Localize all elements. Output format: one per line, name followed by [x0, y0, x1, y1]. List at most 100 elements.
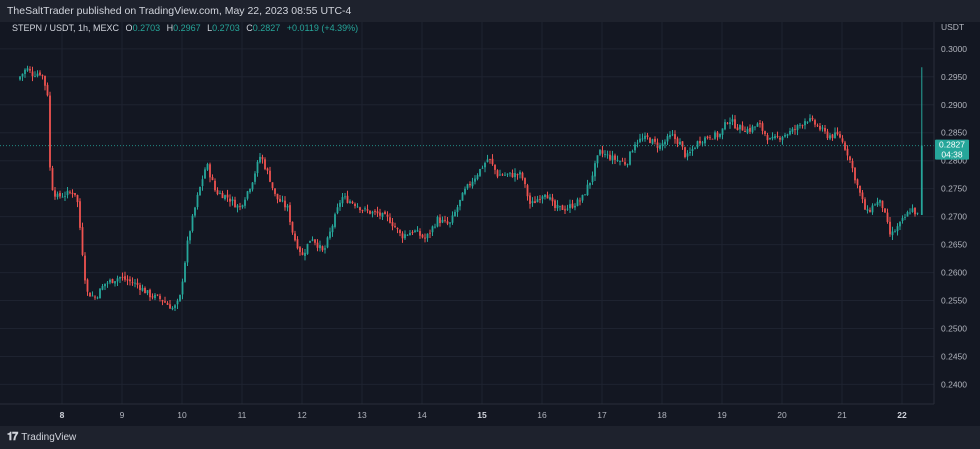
currency-label: USDT — [941, 22, 964, 32]
candle-body — [889, 221, 891, 235]
candle-body — [651, 139, 654, 144]
candle-body — [319, 245, 321, 249]
candle-body — [364, 208, 366, 210]
candle-body — [254, 173, 256, 182]
candle-body — [221, 193, 224, 199]
candle-body — [301, 252, 304, 255]
candle-body — [89, 292, 91, 297]
candle-body — [416, 230, 419, 232]
time-axis-panel[interactable] — [0, 404, 934, 426]
high-label: H — [167, 23, 174, 33]
candle-body — [869, 209, 871, 212]
candle-body — [279, 198, 281, 202]
candle-body — [399, 230, 401, 233]
candle-body — [144, 287, 146, 294]
candle-body — [389, 217, 391, 223]
candle-body — [786, 134, 789, 136]
candle-body — [724, 122, 726, 130]
candle-body — [441, 219, 444, 223]
candle-body — [701, 142, 704, 144]
candle-body — [291, 221, 294, 233]
candle-body — [489, 159, 491, 160]
candle-body — [561, 205, 564, 210]
symbol-legend: STEPN / USDT, 1h, MEXC O0.2703 H0.2967 L… — [12, 23, 358, 33]
candle-body — [456, 207, 459, 213]
candle-body — [381, 212, 384, 217]
candle-body — [516, 174, 519, 176]
candle-body — [66, 190, 69, 196]
candle-body — [81, 227, 84, 255]
price-tick-label: 0.2650 — [941, 240, 967, 250]
candle-body — [819, 125, 821, 130]
candle-body — [676, 138, 679, 144]
candle-body — [809, 118, 811, 122]
candle-body — [744, 131, 746, 133]
chart-grid — [0, 22, 934, 404]
price-tick-label: 0.2400 — [941, 379, 967, 389]
candle-body — [641, 138, 644, 140]
price-axis-panel[interactable] — [934, 22, 980, 426]
candle-body — [666, 136, 669, 142]
candle-body — [269, 170, 271, 182]
candle-body — [156, 294, 159, 296]
candle-body — [594, 163, 596, 177]
candle-body — [876, 201, 879, 206]
candle-body — [366, 209, 369, 211]
tradingview-brand[interactable]: 𝟏𝟕 TradingView — [7, 431, 76, 444]
candle-body — [316, 242, 319, 248]
candle-body — [321, 246, 324, 251]
candle-body — [856, 179, 859, 186]
candle-body — [86, 279, 89, 292]
candle-body — [544, 194, 546, 197]
candle-body — [149, 289, 151, 298]
candle-body — [346, 195, 349, 203]
candle-body — [726, 122, 729, 124]
candle-body — [429, 232, 431, 234]
candle-body — [216, 190, 219, 195]
candle-body — [854, 167, 856, 181]
candle-body — [559, 205, 561, 207]
candle-body — [901, 218, 904, 221]
time-tick-label: 8 — [60, 410, 65, 420]
time-tick-label: 16 — [537, 410, 547, 420]
time-tick-label: 20 — [777, 410, 787, 420]
candle-body — [766, 135, 769, 141]
price-axis-ticks: 0.3000 0.2950 0.2900 0.2850 0.2800 0.2750 0.27… — [941, 44, 967, 390]
candle-body — [564, 209, 566, 211]
candle-body — [756, 123, 759, 127]
price-chart[interactable]: STEPN / USDT, 1h, MEXC O0.2703 H0.2967 L… — [0, 22, 980, 426]
candle-body — [276, 193, 279, 200]
time-tick-label: 9 — [120, 410, 125, 420]
candle-body — [94, 296, 96, 298]
candle-body — [839, 134, 841, 138]
candle-body — [151, 296, 154, 298]
candle-body — [274, 188, 276, 194]
candle-body — [836, 131, 839, 135]
candle-body — [681, 141, 684, 147]
candle-body — [911, 208, 914, 212]
candle-body — [204, 169, 206, 179]
candle-body — [884, 208, 886, 213]
candle-body — [54, 190, 56, 197]
candle-body — [166, 303, 169, 305]
candle-body — [324, 248, 326, 250]
candle-body — [91, 295, 94, 297]
time-tick-label: 14 — [417, 410, 427, 420]
last-candle-body — [920, 145, 923, 215]
candle-body — [24, 69, 26, 74]
time-tick-label: 21 — [837, 410, 847, 420]
candle-body — [46, 84, 49, 96]
candle-body — [731, 119, 734, 122]
candle-body — [604, 154, 606, 155]
candle-body — [161, 300, 164, 302]
candle-body — [499, 174, 501, 176]
candle-body — [759, 123, 761, 125]
candle-body — [476, 175, 479, 180]
candle-body — [459, 199, 461, 207]
candle-body — [826, 131, 829, 139]
candle-body — [36, 73, 39, 76]
candle-body — [914, 207, 916, 215]
time-tick-label: 10 — [177, 410, 187, 420]
high-value: 0.2967 — [173, 23, 201, 33]
candle-body — [624, 162, 626, 165]
